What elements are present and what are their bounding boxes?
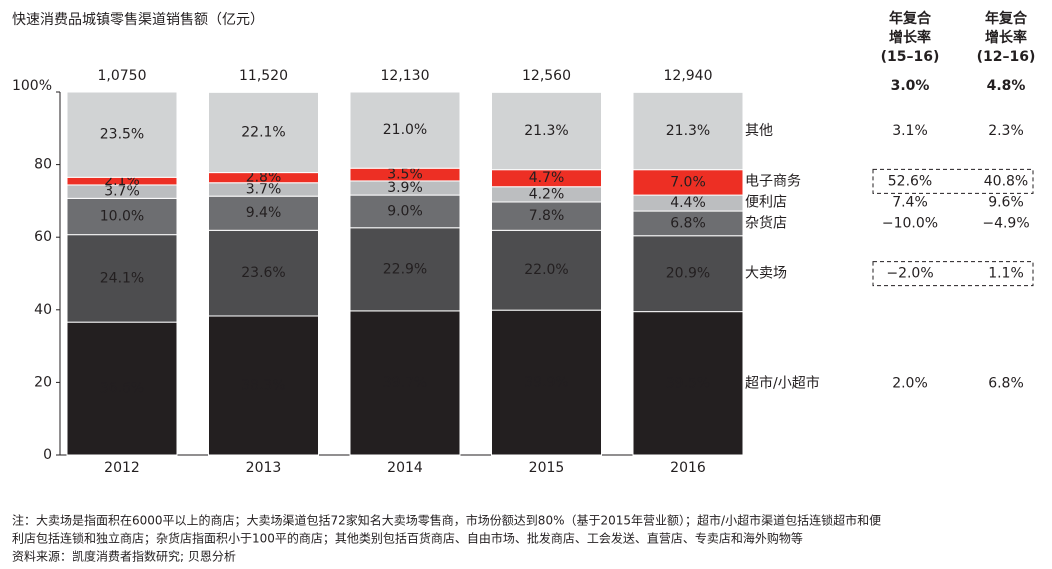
bar-segment — [632, 169, 744, 196]
bar-segment — [491, 201, 602, 231]
data-label: 3.5% — [387, 167, 423, 183]
table-header: (12–16) — [977, 49, 1036, 65]
growth-value: −10.0% — [882, 215, 938, 231]
legend-label: 大卖场 — [745, 266, 787, 282]
table-header: 年复合 — [985, 10, 1028, 27]
y-tick-label: 80 — [34, 157, 52, 173]
bar-segment — [208, 315, 319, 456]
data-label: 2.8% — [246, 170, 282, 186]
data-label: 7.0% — [670, 174, 706, 190]
data-label: 3.7% — [246, 181, 282, 197]
data-label: 3.9% — [387, 180, 423, 196]
bar-segment — [208, 229, 319, 317]
growth-value: 2.3% — [988, 123, 1024, 139]
data-label: 20.9% — [666, 266, 710, 282]
table-header: 增长率 — [985, 29, 1027, 46]
data-label: 4.2% — [529, 186, 565, 202]
x-tick-label: 2016 — [670, 460, 706, 476]
y-tick-label: 0 — [43, 447, 52, 463]
note: 资料来源：凯度消费者指数研究; 贝恩分析 — [12, 549, 236, 564]
total-label: 11,520 — [239, 68, 288, 84]
bar-segment — [66, 91, 178, 178]
data-label: 21.3% — [524, 123, 568, 139]
bar-segment — [66, 234, 178, 323]
data-label: 23.5% — [100, 127, 144, 143]
x-tick-label: 2013 — [246, 460, 282, 476]
bar-segment — [208, 91, 319, 174]
growth-value: −2.0% — [886, 266, 933, 282]
total-label: 12,130 — [381, 68, 430, 84]
bar-segment — [349, 227, 461, 312]
data-label: 3.7% — [104, 184, 140, 200]
growth-value: 52.6% — [888, 173, 932, 189]
data-label: 9.0% — [387, 203, 423, 219]
growth-value: 3.1% — [892, 123, 928, 139]
note: 利店包括连锁和独立商店；杂货店指面积小于100平的商店；其他类别包括百货商店、自… — [12, 531, 803, 546]
growth-value: 2.0% — [892, 375, 928, 391]
x-tick-label: 2015 — [529, 460, 565, 476]
data-label: 4.7% — [529, 170, 565, 186]
data-label: 10.0% — [100, 209, 144, 225]
data-label: 39.9% — [524, 375, 568, 391]
bar-segment — [349, 310, 461, 456]
total-label: 12,560 — [522, 68, 571, 84]
legend-label: 便利店 — [745, 194, 787, 210]
bar-segment — [66, 321, 178, 456]
x-tick-label: 2014 — [387, 460, 423, 476]
growth-value: 6.8% — [988, 375, 1024, 391]
y-tick-label: 60 — [34, 229, 52, 245]
data-label: 9.4% — [246, 205, 282, 221]
growth-value: 1.1% — [988, 266, 1024, 282]
data-label: 4.4% — [670, 195, 706, 211]
data-label: 38.3% — [241, 377, 285, 393]
y-tick-label: 100% — [12, 78, 52, 94]
growth-value: −4.9% — [982, 215, 1029, 231]
table-header: (15–16) — [881, 49, 940, 65]
bar-segment — [632, 91, 744, 171]
x-tick-label: 2012 — [104, 460, 140, 476]
data-label: 39.7% — [383, 375, 427, 391]
bar-segment — [349, 91, 461, 169]
legend-label: 其他 — [745, 123, 773, 139]
y-tick-label: 40 — [34, 302, 52, 318]
data-label: 21.0% — [383, 122, 427, 138]
data-label: 24.1% — [100, 270, 144, 286]
data-label: 22.0% — [524, 262, 568, 278]
growth-value: 40.8% — [984, 173, 1028, 189]
legend-label: 杂货店 — [745, 214, 787, 231]
data-label: 6.8% — [670, 215, 706, 231]
growth-value: 9.6% — [988, 194, 1024, 210]
data-label: 22.9% — [383, 261, 427, 277]
chart-title: 快速消费品城镇零售渠道销售额（亿元） — [12, 12, 264, 28]
total-label: 1,0750 — [98, 68, 147, 84]
total-label: 12,940 — [664, 68, 713, 84]
table-header: 年复合 — [889, 10, 932, 27]
bar-segment — [491, 91, 602, 171]
data-label: 36.6% — [100, 381, 144, 397]
bar-segment — [632, 311, 744, 456]
bar-segment — [66, 197, 178, 236]
growth-value: 7.4% — [892, 194, 928, 210]
data-label: 21.3% — [666, 123, 710, 139]
data-label: 39.5% — [666, 375, 710, 391]
table-header: 增长率 — [889, 29, 931, 46]
data-label: 23.6% — [241, 265, 285, 281]
legend-label: 电子商务 — [745, 173, 801, 189]
bar-segment — [632, 235, 744, 313]
y-tick-label: 20 — [34, 374, 52, 390]
highlight-box — [872, 168, 1034, 194]
table-total: 4.8% — [987, 78, 1026, 94]
table-total: 3.0% — [891, 78, 930, 94]
data-label: 7.8% — [529, 208, 565, 224]
highlight-box — [872, 261, 1034, 287]
legend-label: 超市/小超市 — [745, 374, 820, 391]
data-label: 22.1% — [241, 124, 285, 140]
note: 注：大卖场是指面积在6000平以上的商店；大卖场渠道包括72家知名大卖场零售商，… — [12, 513, 881, 528]
